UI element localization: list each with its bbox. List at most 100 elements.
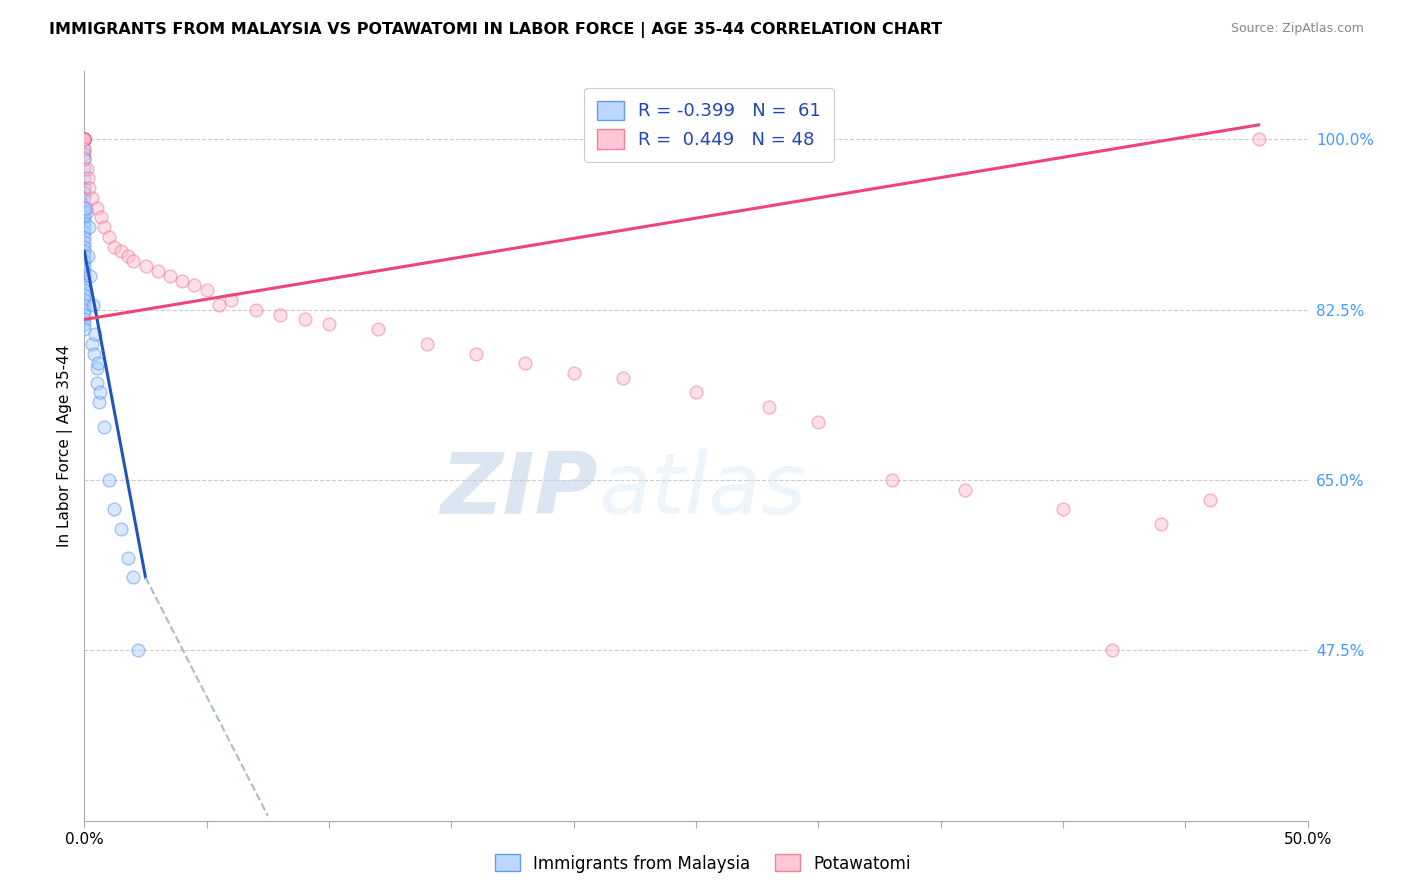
Point: [159, 268, 181, 283]
Point: [245, 302, 267, 317]
Point: [73, 308, 96, 322]
Point: [1198, 492, 1220, 507]
Point: [73, 205, 96, 219]
Text: IMMIGRANTS FROM MALAYSIA VS POTAWATOMI IN LABOR FORCE | AGE 35-44 CORRELATION CH: IMMIGRANTS FROM MALAYSIA VS POTAWATOMI I…: [49, 22, 942, 38]
Point: [953, 483, 976, 497]
Point: [73, 312, 96, 326]
Legend: R = -0.399   N =  61, R =  0.449   N = 48: R = -0.399 N = 61, R = 0.449 N = 48: [583, 88, 834, 162]
Legend: Immigrants from Malaysia, Potawatomi: Immigrants from Malaysia, Potawatomi: [488, 847, 918, 880]
Point: [76, 205, 98, 219]
Point: [73, 132, 96, 146]
Point: [73, 288, 96, 302]
Point: [87, 356, 110, 370]
Point: [122, 570, 145, 584]
Point: [73, 181, 96, 195]
Point: [79, 268, 101, 283]
Point: [103, 502, 125, 516]
Point: [73, 132, 96, 146]
Point: [80, 336, 103, 351]
Point: [318, 318, 340, 332]
Point: [73, 249, 96, 263]
Point: [135, 259, 157, 273]
Point: [76, 161, 98, 176]
Point: [73, 264, 96, 278]
Point: [73, 322, 96, 336]
Point: [73, 132, 96, 146]
Point: [93, 419, 115, 434]
Point: [73, 225, 96, 239]
Point: [117, 249, 139, 263]
Point: [73, 235, 96, 249]
Point: [73, 191, 96, 205]
Point: [77, 220, 100, 235]
Point: [183, 278, 205, 293]
Point: [73, 259, 96, 273]
Point: [880, 473, 903, 487]
Point: [103, 239, 125, 253]
Point: [73, 147, 96, 161]
Point: [269, 308, 291, 322]
Point: [73, 132, 96, 146]
Point: [73, 132, 96, 146]
Point: [73, 293, 96, 307]
Point: [73, 132, 96, 146]
Text: Source: ZipAtlas.com: Source: ZipAtlas.com: [1230, 22, 1364, 36]
Point: [416, 336, 439, 351]
Point: [73, 302, 96, 317]
Point: [294, 312, 316, 326]
Point: [73, 132, 96, 146]
Point: [73, 274, 96, 288]
Point: [73, 132, 96, 146]
Point: [82, 298, 104, 312]
Point: [562, 366, 585, 380]
Point: [110, 244, 132, 259]
Point: [86, 201, 108, 215]
Point: [86, 361, 108, 376]
Point: [219, 293, 242, 307]
Point: [93, 220, 115, 235]
Point: [1101, 643, 1123, 657]
Point: [75, 201, 97, 215]
Point: [97, 229, 120, 244]
Point: [73, 298, 96, 312]
Point: [73, 283, 96, 297]
Point: [73, 278, 96, 293]
Point: [80, 191, 103, 205]
Point: [77, 181, 100, 195]
Point: [77, 171, 100, 186]
Text: atlas: atlas: [598, 450, 806, 533]
Point: [97, 473, 120, 487]
Point: [146, 264, 169, 278]
Point: [73, 142, 96, 156]
Y-axis label: In Labor Force | Age 35-44: In Labor Force | Age 35-44: [58, 345, 73, 547]
Point: [1247, 132, 1270, 146]
Point: [73, 254, 96, 268]
Point: [86, 376, 108, 390]
Point: [73, 201, 96, 215]
Point: [1052, 502, 1074, 516]
Point: [73, 142, 96, 156]
Point: [83, 346, 105, 360]
Point: [685, 385, 707, 400]
Point: [87, 395, 110, 409]
Point: [122, 254, 145, 268]
Point: [84, 327, 107, 342]
Point: [513, 356, 536, 370]
Point: [73, 152, 96, 166]
Point: [367, 322, 389, 336]
Point: [73, 220, 96, 235]
Point: [464, 346, 486, 360]
Point: [758, 400, 780, 414]
Point: [73, 152, 96, 166]
Point: [73, 132, 96, 146]
Point: [807, 415, 830, 429]
Point: [612, 371, 634, 385]
Point: [73, 211, 96, 225]
Point: [127, 643, 149, 657]
Point: [195, 283, 218, 297]
Point: [1150, 516, 1173, 531]
Point: [172, 274, 194, 288]
Point: [73, 268, 96, 283]
Point: [73, 161, 96, 176]
Text: ZIP: ZIP: [440, 450, 598, 533]
